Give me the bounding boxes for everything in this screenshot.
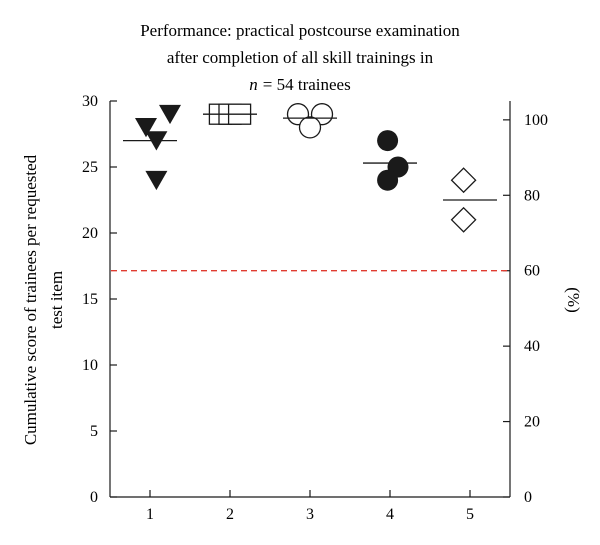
y2-tick-label: 100 — [524, 112, 548, 129]
group-4-point — [377, 130, 399, 152]
group-1-point — [135, 118, 157, 138]
y-axis-label-line-1: Cumulative score of trainees per request… — [21, 154, 40, 445]
group-1-point — [159, 104, 181, 125]
chart-title-line-1: Performance: practical postcourse examin… — [140, 21, 460, 40]
y-tick-label: 0 — [90, 489, 98, 506]
group-4-point — [377, 169, 399, 191]
x-tick-label: 1 — [146, 506, 154, 523]
y2-tick-label: 0 — [524, 489, 532, 506]
chart-title-line-3: n = 54 trainees — [249, 75, 350, 94]
chart-title-n-symbol: n — [249, 75, 258, 94]
chart-title-n-text: = 54 trainees — [263, 75, 351, 94]
y-tick-label: 15 — [82, 291, 98, 308]
y2-tick-label: 80 — [524, 187, 540, 204]
x-tick-label: 3 — [306, 506, 314, 523]
x-tick-label: 5 — [466, 506, 474, 523]
y2-axis-label: (%) — [564, 287, 583, 312]
y2-tick-label: 20 — [524, 414, 540, 431]
group-5-point — [450, 167, 477, 194]
y-axis-label-line-2: test item — [47, 271, 66, 329]
group-5-point — [450, 206, 477, 233]
y-tick-label: 20 — [82, 225, 98, 242]
group-3-point — [298, 116, 322, 139]
chart-title-line-2: after completion of all skill trainings … — [167, 48, 434, 67]
x-tick-label: 4 — [386, 506, 394, 523]
y-tick-label: 30 — [82, 93, 98, 110]
x-tick-label: 2 — [226, 506, 234, 523]
y-tick-label: 5 — [90, 423, 98, 440]
group-1-point — [145, 170, 168, 191]
y2-tick-label: 60 — [524, 263, 540, 280]
y-tick-label: 10 — [82, 357, 98, 374]
y2-tick-label: 40 — [524, 338, 540, 355]
y-tick-label: 25 — [82, 159, 98, 176]
plot-area: 0 5 10 15 20 25 30 0 20 40 60 80 100 1 2 3 4 5 — [82, 93, 548, 523]
